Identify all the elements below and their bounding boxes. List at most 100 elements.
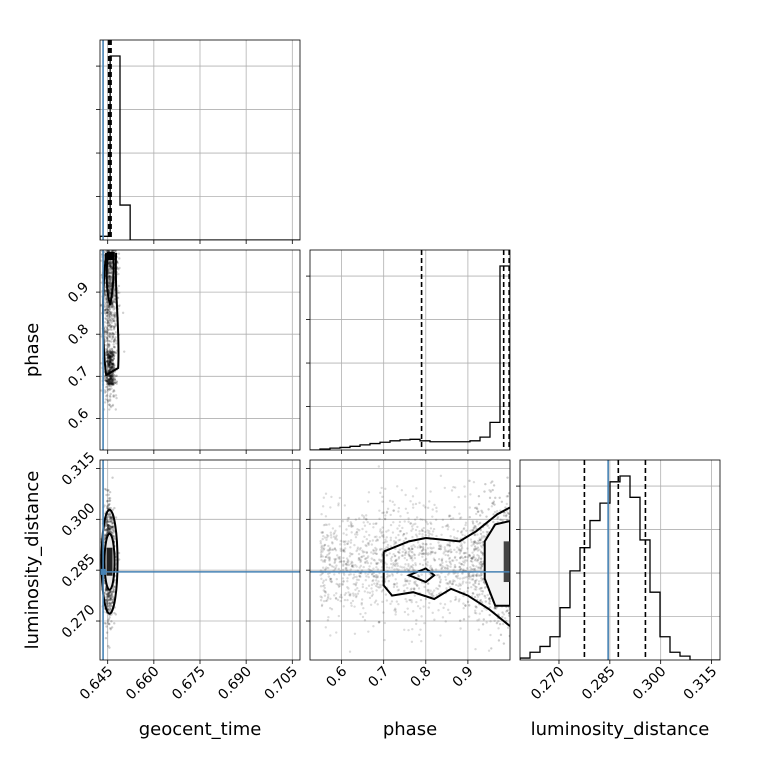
scatter-point xyxy=(454,595,457,599)
scatter-point xyxy=(441,525,444,529)
scatter-point xyxy=(105,625,108,628)
scatter-point xyxy=(397,506,401,510)
scatter-point xyxy=(107,592,111,596)
scatter-point xyxy=(360,555,363,559)
scatter-point xyxy=(366,500,370,503)
scatter-point xyxy=(459,516,463,519)
grid xyxy=(100,40,300,240)
scatter-point xyxy=(110,351,114,355)
scatter-point xyxy=(105,301,109,304)
scatter-point xyxy=(113,300,116,304)
scatter-point xyxy=(358,566,361,569)
scatter-point xyxy=(467,573,471,576)
scatter-point xyxy=(339,593,343,597)
scatter-point xyxy=(112,589,115,593)
scatter-point xyxy=(406,586,409,590)
scatter-point xyxy=(104,524,107,528)
scatter-point xyxy=(439,474,443,478)
scatter-point xyxy=(109,325,113,329)
scatter-point xyxy=(335,564,338,567)
scatter-point xyxy=(110,347,113,350)
scatter-point xyxy=(114,331,118,334)
scatter-point xyxy=(407,564,410,568)
scatter-point xyxy=(110,626,114,629)
scatter-point xyxy=(108,281,112,284)
scatter-point xyxy=(107,345,111,349)
scatter-point xyxy=(109,598,112,601)
scatter-point xyxy=(352,594,355,597)
scatter-point xyxy=(471,563,474,566)
scatter-point xyxy=(413,588,416,591)
scatter-point xyxy=(108,363,111,366)
scatter-point xyxy=(361,527,364,531)
scatter-point xyxy=(429,521,432,524)
scatter-point xyxy=(327,566,330,570)
scatter-point xyxy=(420,529,424,532)
scatter-point xyxy=(367,575,370,579)
scatter-point xyxy=(453,579,456,583)
density-peak xyxy=(106,547,113,576)
scatter-point xyxy=(404,597,407,601)
scatter-point xyxy=(337,614,341,618)
scatter-point xyxy=(115,342,118,345)
scatter-point xyxy=(383,638,386,642)
panel-frame xyxy=(309,459,511,661)
scatter-point xyxy=(108,275,111,278)
scatter-point xyxy=(109,265,112,268)
scatter-point xyxy=(105,330,108,333)
y-tick-label: 0.285 xyxy=(59,551,99,591)
scatter-point xyxy=(458,582,461,586)
scatter-point xyxy=(479,541,482,545)
scatter-point xyxy=(109,373,113,377)
scatter-point xyxy=(403,553,407,557)
scatter-point xyxy=(355,565,358,568)
scatter-point xyxy=(116,267,119,270)
scatter-point xyxy=(375,562,378,566)
scatter-point xyxy=(105,305,109,308)
scatter-point xyxy=(107,356,111,360)
scatter-point xyxy=(110,526,114,529)
scatter-point xyxy=(369,562,373,565)
scatter-point xyxy=(458,568,462,572)
scatter-point xyxy=(394,578,397,581)
scatter-point xyxy=(506,609,509,612)
scatter-point xyxy=(393,582,396,586)
scatter-point xyxy=(104,294,107,298)
scatter-point xyxy=(479,587,483,590)
scatter-point xyxy=(118,257,121,260)
scatter-point xyxy=(354,583,357,586)
scatter-point xyxy=(108,382,111,385)
scatter-point xyxy=(319,550,323,554)
scatter-point xyxy=(338,584,341,588)
scatter-point xyxy=(115,374,118,378)
scatter-point xyxy=(108,262,112,266)
scatter-point xyxy=(106,338,109,342)
scatter-point xyxy=(330,565,334,568)
scatter-point xyxy=(106,619,110,622)
scatter-point xyxy=(105,394,109,397)
scatter-point xyxy=(423,585,426,589)
scatter-point xyxy=(108,275,111,278)
scatter-point xyxy=(107,595,110,598)
scatter-point xyxy=(393,609,396,612)
scatter-point xyxy=(453,555,457,559)
scatter-point xyxy=(473,524,476,528)
scatter-point xyxy=(110,268,113,271)
scatter-point xyxy=(376,561,380,565)
scatter-point xyxy=(114,322,117,325)
scatter-point xyxy=(107,284,111,288)
scatter-point xyxy=(324,523,327,526)
scatter-point xyxy=(397,510,400,513)
scatter-point xyxy=(388,552,391,555)
scatter-point xyxy=(359,572,363,575)
scatter-point xyxy=(370,572,374,576)
scatter-point xyxy=(415,535,419,538)
scatter-point xyxy=(109,279,112,283)
scatter-point xyxy=(107,343,111,346)
scatter-point xyxy=(488,526,491,530)
scatter-point xyxy=(338,557,342,561)
scatter-point xyxy=(475,606,478,609)
x-tick-label: 0.9 xyxy=(450,664,477,691)
scatter-point xyxy=(449,561,452,564)
scatter-point xyxy=(379,559,382,562)
